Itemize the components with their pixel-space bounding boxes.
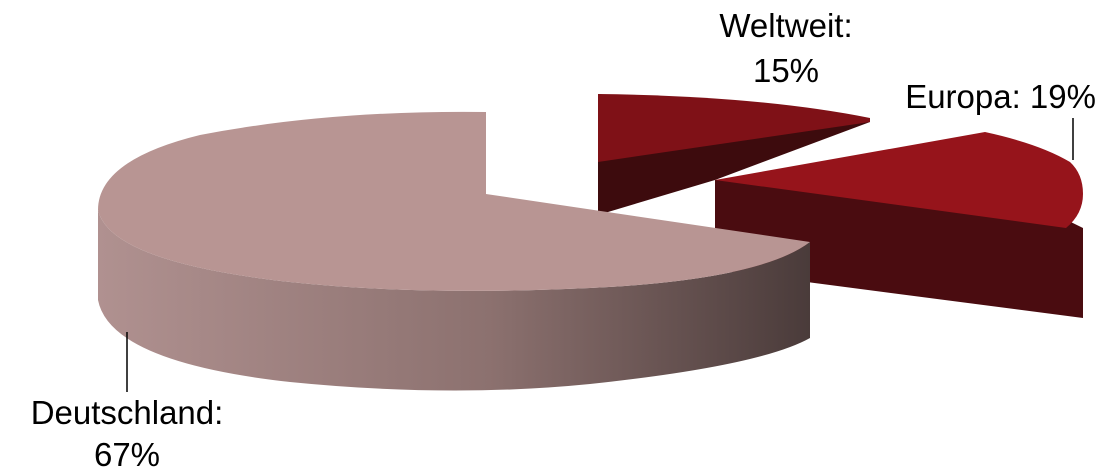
slice-weltweit-top [598,94,870,162]
slice-deutschland-side [98,210,810,391]
label-europa: Europa: 19% [905,78,1096,115]
slice-europa-top [715,132,1083,228]
label-deutschland: Deutschland: [31,394,224,431]
slice-weltweit [598,94,870,215]
slice-deutschland [98,111,810,391]
value-deutschland: 67% [94,436,160,471]
slice-europa [715,132,1083,318]
value-weltweit: 15% [753,52,819,89]
slice-deutschland-top [98,111,810,291]
label-weltweit: Weltweit: [719,7,852,44]
